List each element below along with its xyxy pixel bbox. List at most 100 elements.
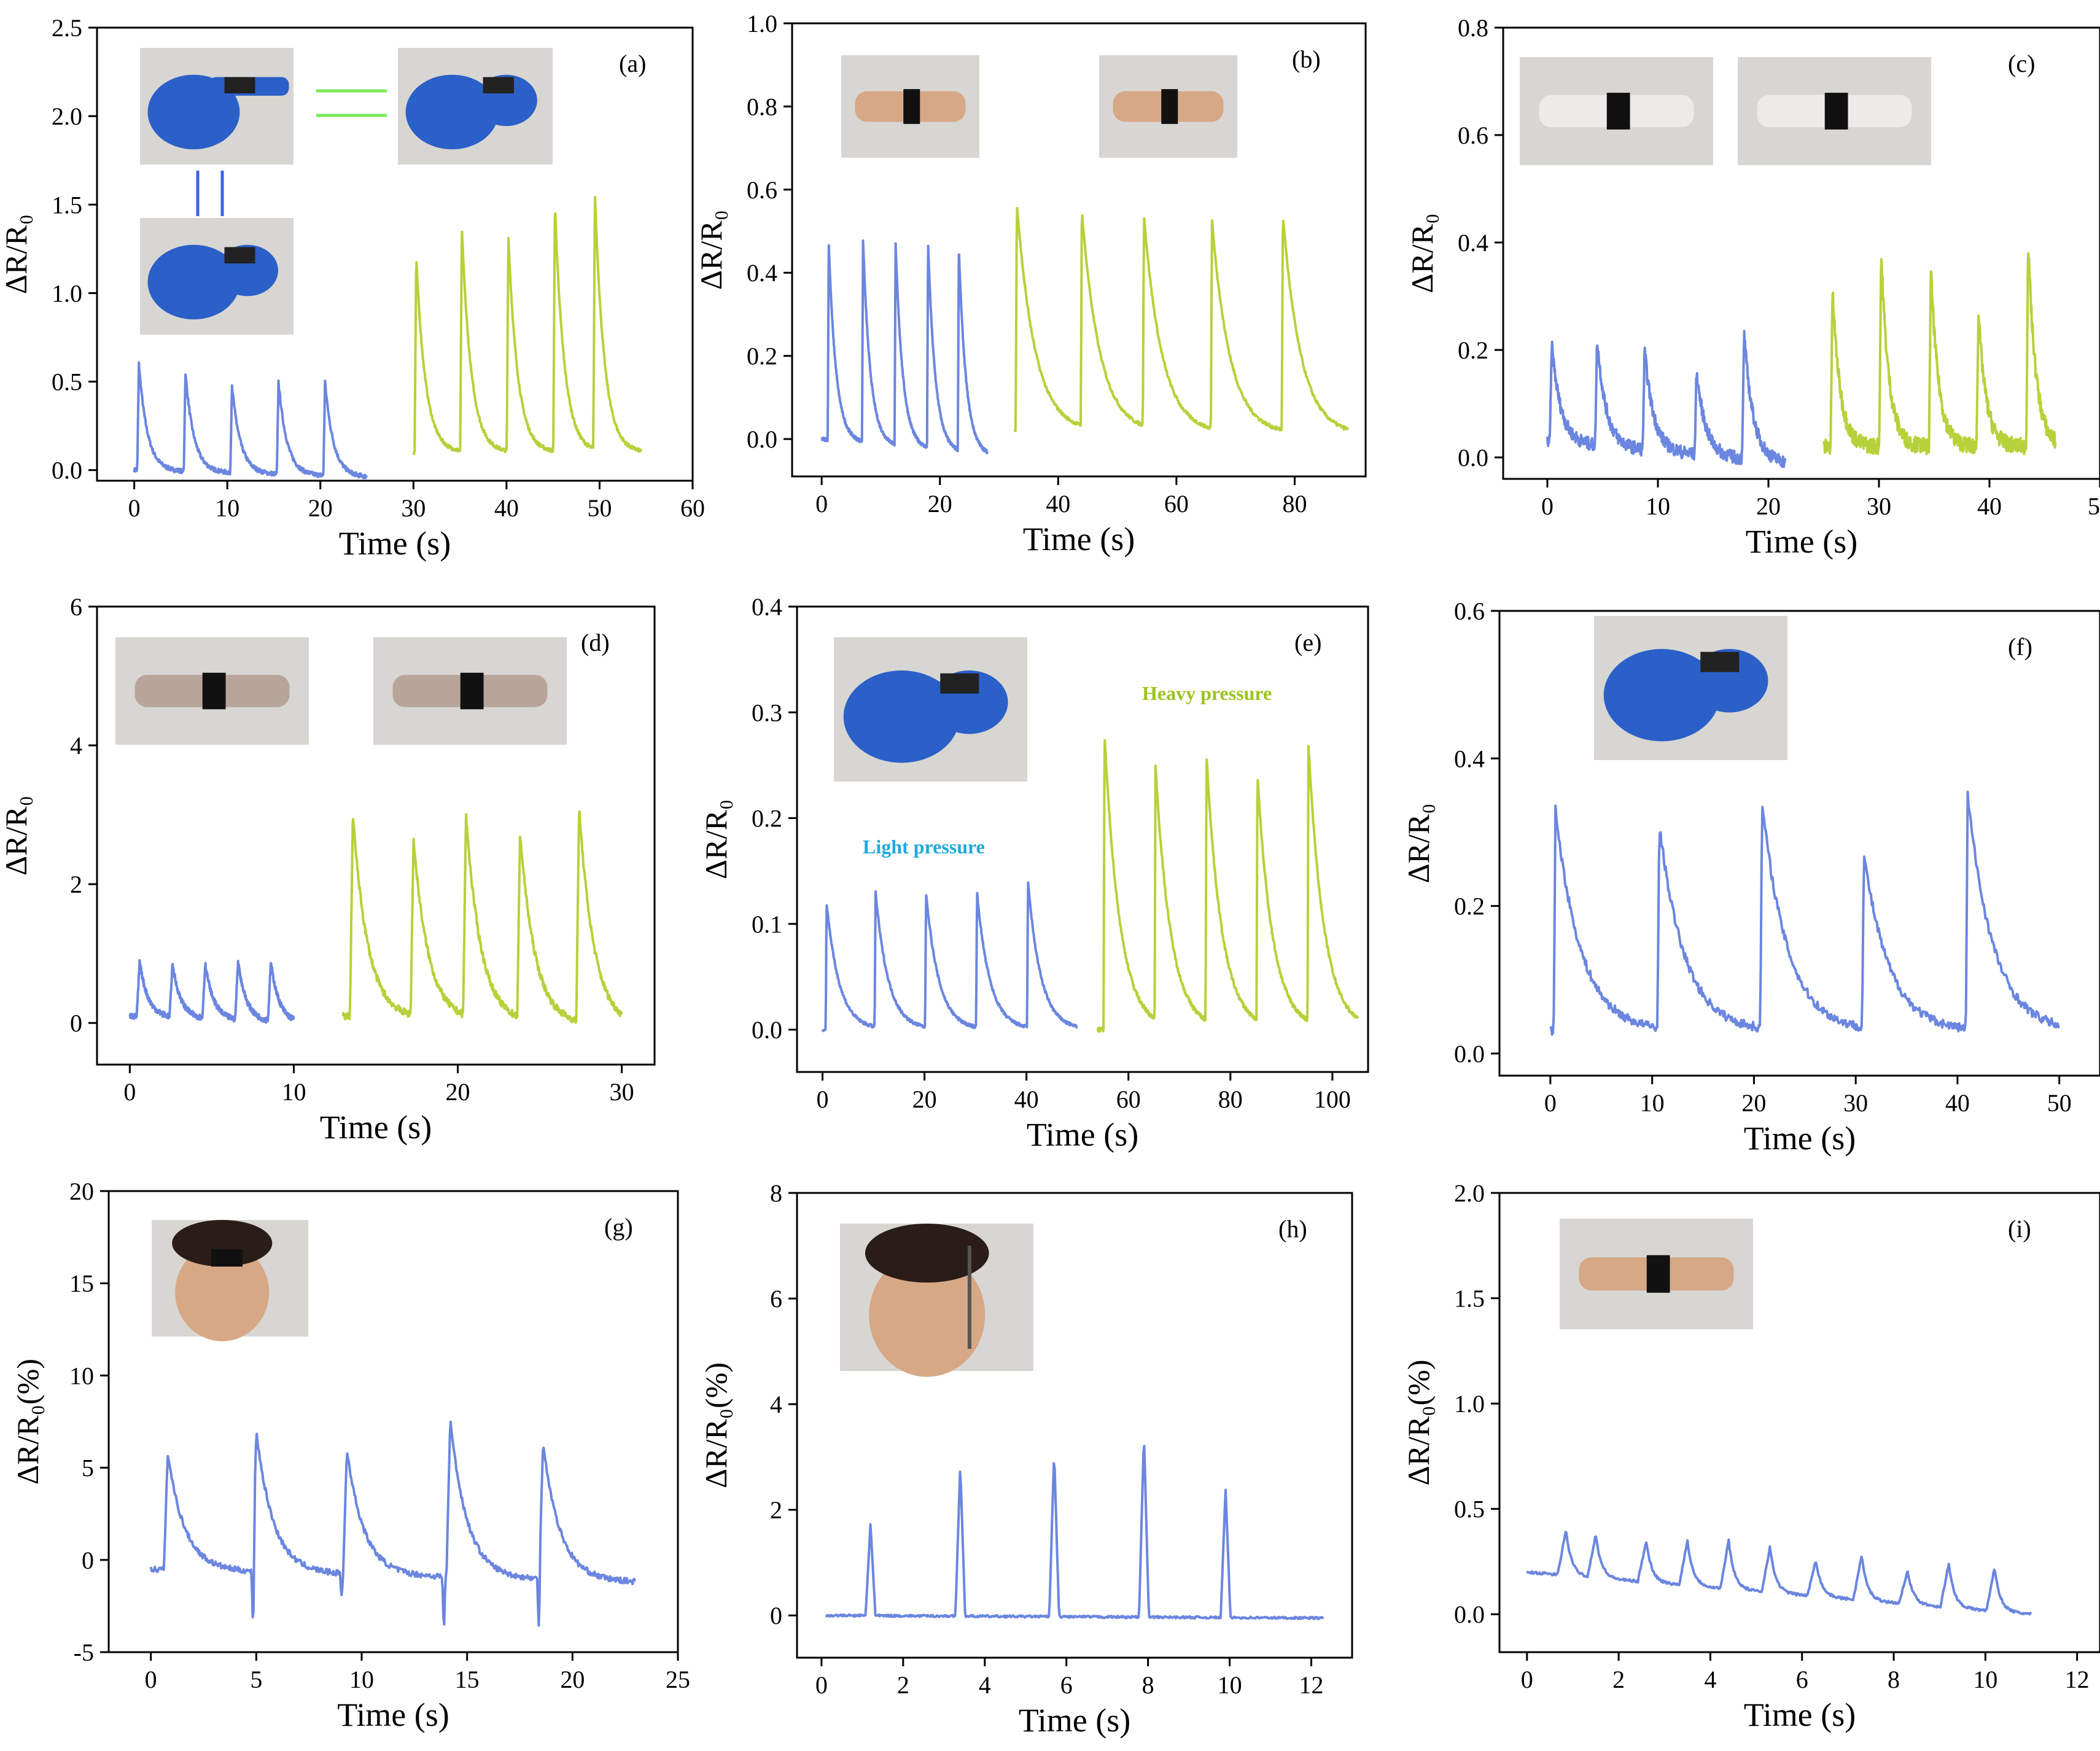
plot-frame — [96, 605, 656, 1066]
x-tick-label: 2 — [1612, 1666, 1625, 1693]
inset-photo-f — [1594, 616, 1787, 760]
inset-photo-a — [140, 48, 294, 165]
glove-hand — [405, 74, 499, 150]
y-tick-label: 0.6 — [747, 176, 777, 204]
series-line-blue — [820, 239, 989, 455]
sensor-strip — [940, 673, 979, 694]
x-tick-label: 6 — [1060, 1671, 1073, 1699]
annotation-light-pressure: Light pressure — [863, 836, 985, 858]
y-tick-label: 20 — [69, 1178, 94, 1205]
x-tick-label: 80 — [1282, 490, 1307, 518]
inset-photo-e — [834, 637, 1027, 782]
panel-label: (e) — [1294, 629, 1321, 656]
y-tick-label: 0.0 — [52, 457, 82, 484]
inset-photo-i — [1560, 1219, 1753, 1329]
x-tick-label: 0 — [128, 494, 141, 522]
x-tick-label: 8 — [1888, 1666, 1900, 1693]
y-tick-label: 0.4 — [1454, 745, 1485, 772]
panel-label: (c) — [2008, 50, 2035, 77]
x-tick-label: 20 — [446, 1078, 470, 1106]
x-tick-label: 10 — [1218, 1671, 1242, 1699]
y-tick-label: 6 — [770, 1285, 782, 1313]
plot-frame — [107, 1190, 679, 1653]
y-tick-label: 1.5 — [1454, 1285, 1485, 1313]
y-tick-label: 0.2 — [747, 343, 777, 370]
panel-label: (f) — [2008, 633, 2032, 661]
series-line-blue — [1549, 790, 2061, 1036]
inset-photo-g — [152, 1220, 308, 1341]
x-tick-label: 30 — [1843, 1089, 1868, 1117]
series-line-blue — [1526, 1531, 2032, 1616]
panel-label: (g) — [604, 1213, 633, 1241]
y-tick-label: 0 — [770, 1602, 782, 1629]
x-tick-label: 4 — [979, 1671, 991, 1699]
sensor — [211, 1249, 243, 1267]
x-tick-label: 60 — [680, 494, 705, 522]
y-tick-label: 1.0 — [1454, 1390, 1485, 1418]
x-tick-label: 12 — [2065, 1666, 2090, 1693]
sensor-strip — [224, 247, 255, 264]
y-tick-label: 0.0 — [1454, 1601, 1485, 1628]
x-tick-label: 40 — [494, 494, 519, 522]
y-tick-label: 2 — [70, 871, 82, 898]
x-tick-label: 40 — [1977, 492, 2002, 520]
panel-g: 0 5 10 15 20 25 -5 0 5 10 15 20 Time (s) ΔR/R₀(%) (g) — [10, 1178, 690, 1733]
glove-hand — [843, 670, 960, 763]
y-tick-label: 0.5 — [1454, 1496, 1485, 1523]
y-tick-label: 2.0 — [1454, 1179, 1485, 1207]
y-tick-label: 0.4 — [1458, 229, 1488, 257]
y-tick-label: 2 — [770, 1496, 782, 1524]
y-tick-label: 0.0 — [747, 425, 777, 453]
x-tick-label: 50 — [2088, 492, 2100, 520]
y-tick-label: 1.5 — [52, 191, 82, 219]
x-tick-label: 10 — [1973, 1666, 1997, 1693]
panel-label: (b) — [1292, 45, 1321, 73]
panel-h: 0 2 4 6 8 10 12 0 2 4 6 8 Time (s) ΔR/R₀(%) (h) — [699, 1179, 1353, 1739]
x-tick-label: 10 — [215, 494, 239, 522]
panel-label: (i) — [2008, 1215, 2031, 1243]
y-tick-label: 8 — [770, 1179, 782, 1207]
x-tick-label: 10 — [1646, 492, 1670, 520]
y-tick-label: 1.0 — [52, 279, 82, 307]
x-tick-label: 40 — [1046, 490, 1070, 518]
inset-photo-a — [398, 48, 553, 165]
y-tick-label: 1.0 — [747, 10, 777, 37]
x-tick-label: 2 — [897, 1671, 909, 1699]
series-line-green — [1096, 739, 1359, 1033]
stick — [967, 1246, 971, 1349]
y-tick-label: 0.3 — [752, 699, 782, 726]
x-axis-label: Time (s) — [1744, 1696, 1856, 1733]
y-tick-label: -5 — [74, 1639, 94, 1666]
x-tick-label: 20 — [928, 490, 952, 518]
x-tick-label: 30 — [1867, 492, 1891, 520]
x-tick-label: 20 — [1741, 1089, 1766, 1117]
y-tick-label: 0.4 — [747, 259, 777, 287]
x-tick-label: 0 — [1541, 492, 1554, 520]
x-tick-label: 12 — [1299, 1671, 1324, 1699]
plot-frame — [1498, 1192, 2100, 1653]
x-tick-label: 30 — [401, 494, 426, 522]
x-tick-label: 0 — [145, 1666, 157, 1693]
x-tick-label: 6 — [1796, 1666, 1808, 1693]
series-line-blue — [821, 881, 1078, 1033]
y-axis-label: ΔR/R₀ — [1405, 213, 1439, 293]
inset-photo-d — [115, 637, 309, 745]
x-tick-label: 0 — [817, 1085, 829, 1113]
series-line-green — [1013, 206, 1349, 432]
x-tick-label: 10 — [281, 1078, 306, 1106]
y-tick-label: 0 — [70, 1009, 82, 1037]
x-tick-label: 40 — [1945, 1089, 1970, 1117]
x-tick-label: 40 — [1014, 1085, 1039, 1113]
plot-frame — [791, 22, 1367, 478]
x-tick-label: 100 — [1314, 1085, 1351, 1113]
x-tick-label: 30 — [610, 1078, 634, 1106]
y-axis-label: ΔR/R₀ — [0, 796, 33, 876]
annotation-heavy-pressure: Heavy pressure — [1142, 682, 1272, 704]
sensor-band — [1161, 89, 1178, 124]
x-tick-label: 60 — [1164, 490, 1189, 518]
y-tick-label: 4 — [770, 1391, 782, 1418]
series-line-blue — [128, 959, 295, 1024]
x-tick-label: 20 — [560, 1666, 585, 1693]
series-line-blue — [1546, 330, 1786, 468]
